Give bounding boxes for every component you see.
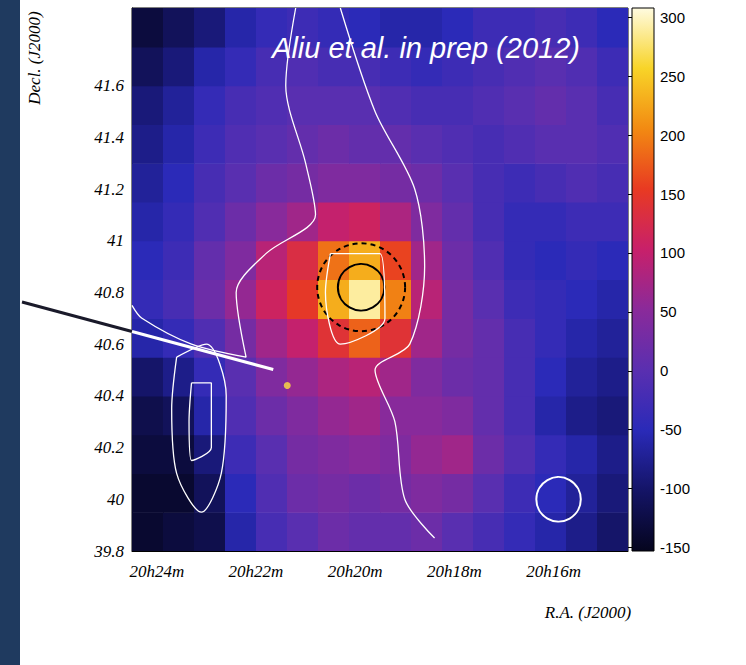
svg-text:41: 41	[107, 231, 124, 250]
svg-text:100: 100	[660, 244, 685, 261]
svg-text:-150: -150	[660, 539, 690, 556]
svg-text:40.6: 40.6	[94, 335, 124, 354]
svg-text:-100: -100	[660, 480, 690, 497]
svg-text:20h16m: 20h16m	[526, 562, 581, 581]
svg-text:20h18m: 20h18m	[427, 562, 482, 581]
svg-text:300: 300	[660, 9, 685, 26]
svg-text:-50: -50	[660, 421, 682, 438]
svg-text:40.2: 40.2	[94, 438, 124, 457]
svg-text:39.8: 39.8	[93, 542, 124, 561]
svg-text:R.A. (J2000): R.A. (J2000)	[544, 603, 632, 622]
svg-text:40.4: 40.4	[94, 386, 124, 405]
svg-text:41.4: 41.4	[94, 128, 124, 147]
svg-text:20h24m: 20h24m	[129, 562, 184, 581]
svg-text:40.8: 40.8	[94, 283, 124, 302]
svg-text:0: 0	[660, 362, 668, 379]
svg-text:40: 40	[107, 490, 125, 509]
svg-text:20h22m: 20h22m	[229, 562, 284, 581]
svg-text:200: 200	[660, 127, 685, 144]
svg-text:250: 250	[660, 68, 685, 85]
svg-text:50: 50	[660, 303, 677, 320]
svg-text:20h20m: 20h20m	[328, 562, 383, 581]
svg-text:Decl. (J2000): Decl. (J2000)	[25, 11, 44, 106]
svg-text:150: 150	[660, 186, 685, 203]
svg-text:41.6: 41.6	[94, 76, 124, 95]
svg-text:41.2: 41.2	[94, 180, 124, 199]
svg-text:Aliu et al. in prep (2012): Aliu et al. in prep (2012)	[270, 32, 580, 64]
